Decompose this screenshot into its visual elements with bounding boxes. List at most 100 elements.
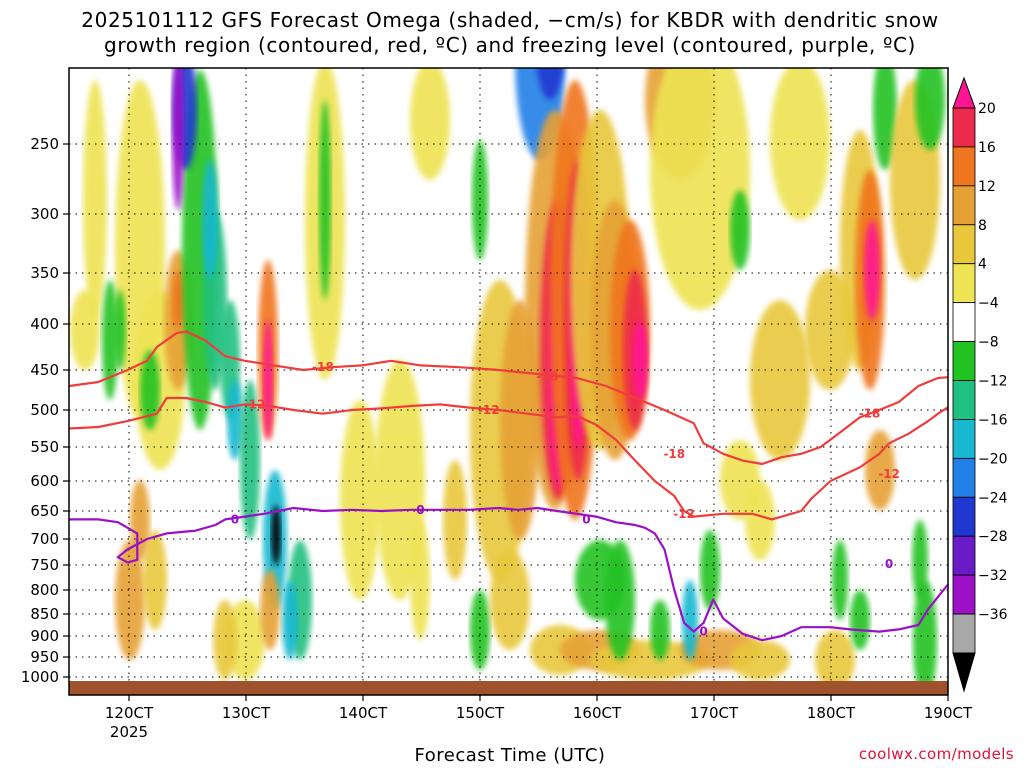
y-tick-label: 650 <box>30 502 59 520</box>
contour-label-minus12: -12 <box>878 467 900 481</box>
omega-cell <box>730 190 750 270</box>
omega-cell <box>143 530 167 630</box>
y-tick-label: 400 <box>30 315 59 333</box>
omega-cell <box>700 530 720 610</box>
colorbar-label: 8 <box>978 218 987 234</box>
omega-cell <box>864 220 880 320</box>
omega-cell <box>282 580 298 660</box>
omega-cell <box>340 400 380 600</box>
contour-label-minus12: -12 <box>673 507 695 521</box>
omega-cell <box>873 68 897 170</box>
x-tick-label: 170CT <box>690 704 739 722</box>
colorbar-swatch <box>952 263 976 304</box>
omega-cell <box>850 590 870 650</box>
colorbar-bottom-arrow <box>952 652 976 693</box>
contour-label-zero: 0 <box>582 512 590 526</box>
omega-shading <box>70 68 945 695</box>
omega-cell <box>240 380 260 540</box>
y-tick-label: 350 <box>30 264 59 282</box>
x-tick-year-label: 2025 <box>110 723 148 741</box>
omega-cell <box>912 520 928 600</box>
colorbar-swatch <box>952 496 976 537</box>
contour-label-minus18: -18 <box>312 360 334 374</box>
omega-cell <box>172 270 184 330</box>
x-tick-label: 190CT <box>924 704 973 722</box>
contour-label-minus18: -18 <box>663 447 685 461</box>
plot-frame <box>68 67 949 696</box>
x-tick-label: 180CT <box>807 704 856 722</box>
x-tick-label: 160CT <box>573 704 622 722</box>
colorbar-label: −4 <box>978 296 999 312</box>
colorbar-swatch <box>952 380 976 420</box>
omega-cell <box>865 430 895 510</box>
colorbar-swatch <box>952 341 976 381</box>
y-tick-label: 600 <box>30 472 59 490</box>
y-tick-label: 300 <box>30 205 59 223</box>
omega-cell <box>650 68 750 310</box>
colorbar-swatch <box>952 146 976 187</box>
colorbar-swatch <box>952 107 976 148</box>
omega-cell <box>650 600 670 660</box>
y-tick-label: 850 <box>30 605 59 623</box>
y-tick-label: 1000 <box>21 668 59 686</box>
omega-cell <box>213 600 237 680</box>
colorbar-swatch <box>952 419 976 459</box>
omega-cell <box>832 540 848 620</box>
colorbar-label: −24 <box>978 490 1008 506</box>
omega-cell <box>271 505 281 565</box>
omega-cell <box>605 540 635 660</box>
colorbar-swatch <box>952 302 976 342</box>
colorbar-label: −36 <box>978 607 1008 623</box>
red-contour-minus18 <box>69 330 948 466</box>
omega-cell <box>730 640 790 680</box>
credit-link[interactable]: coolwx.com/models <box>858 745 1014 763</box>
x-tick-label: 120CT <box>105 704 154 722</box>
omega-cell <box>913 580 937 695</box>
colorbar-label: 16 <box>978 140 996 156</box>
colorbar-label: −16 <box>978 412 1008 428</box>
y-axis: 250 300 350 400 450 500 550 600 650 700 750 800 850 9… <box>21 135 69 686</box>
omega-cell <box>632 320 648 400</box>
omega-cell <box>470 590 490 670</box>
colorbar-swatch <box>952 535 976 576</box>
contour-label-minus12: -12 <box>478 403 500 417</box>
colorbar-swatch <box>952 613 976 654</box>
freezing-level-contour <box>69 506 948 642</box>
colorbar-label: −28 <box>978 529 1008 545</box>
chart-title-line2: growth region (contoured, red, ºC) and f… <box>104 33 916 57</box>
omega-cell <box>815 630 855 690</box>
y-tick-label: 900 <box>30 627 59 645</box>
contour-label-minus18: -18 <box>537 369 559 383</box>
colorbar-swatch <box>952 457 976 498</box>
omega-cell <box>682 580 698 660</box>
ground-surface <box>69 681 948 695</box>
omega-cell <box>202 160 218 280</box>
chart-title: 2025101112 GFS Forecast Omega (shaded, −… <box>0 8 1020 58</box>
y-tick-label: 950 <box>30 648 59 666</box>
red-contour-minus12 <box>69 396 948 521</box>
omega-cell <box>115 540 145 660</box>
chart-title-line1: 2025101112 GFS Forecast Omega (shaded, −… <box>81 8 939 32</box>
colorbar: 20 16 12 8 4 −4 −8 −12 −16 −20 −24 −28 −32 −36 <box>952 76 1008 693</box>
x-tick-label: 130CT <box>222 704 271 722</box>
omega-cell <box>319 100 331 300</box>
omega-cell <box>745 480 775 560</box>
y-tick-label: 250 <box>30 135 59 153</box>
colorbar-label: −8 <box>978 335 999 351</box>
colorbar-label: 12 <box>978 179 996 195</box>
y-tick-label: 450 <box>30 361 59 379</box>
omega-cell <box>130 480 150 560</box>
omega-cell <box>263 320 273 440</box>
colorbar-swatch <box>952 185 976 226</box>
x-tick-label: 140CT <box>339 704 388 722</box>
contour-label-minus18: -18 <box>859 407 881 421</box>
y-tick-label: 550 <box>30 438 59 456</box>
omega-cell <box>227 380 243 460</box>
x-tick-label: 150CT <box>456 704 505 722</box>
omega-cell <box>375 360 425 600</box>
y-tick-label: 750 <box>30 556 59 574</box>
omega-cell <box>536 68 564 100</box>
colorbar-label: −20 <box>978 451 1008 467</box>
omega-cell <box>915 68 945 150</box>
